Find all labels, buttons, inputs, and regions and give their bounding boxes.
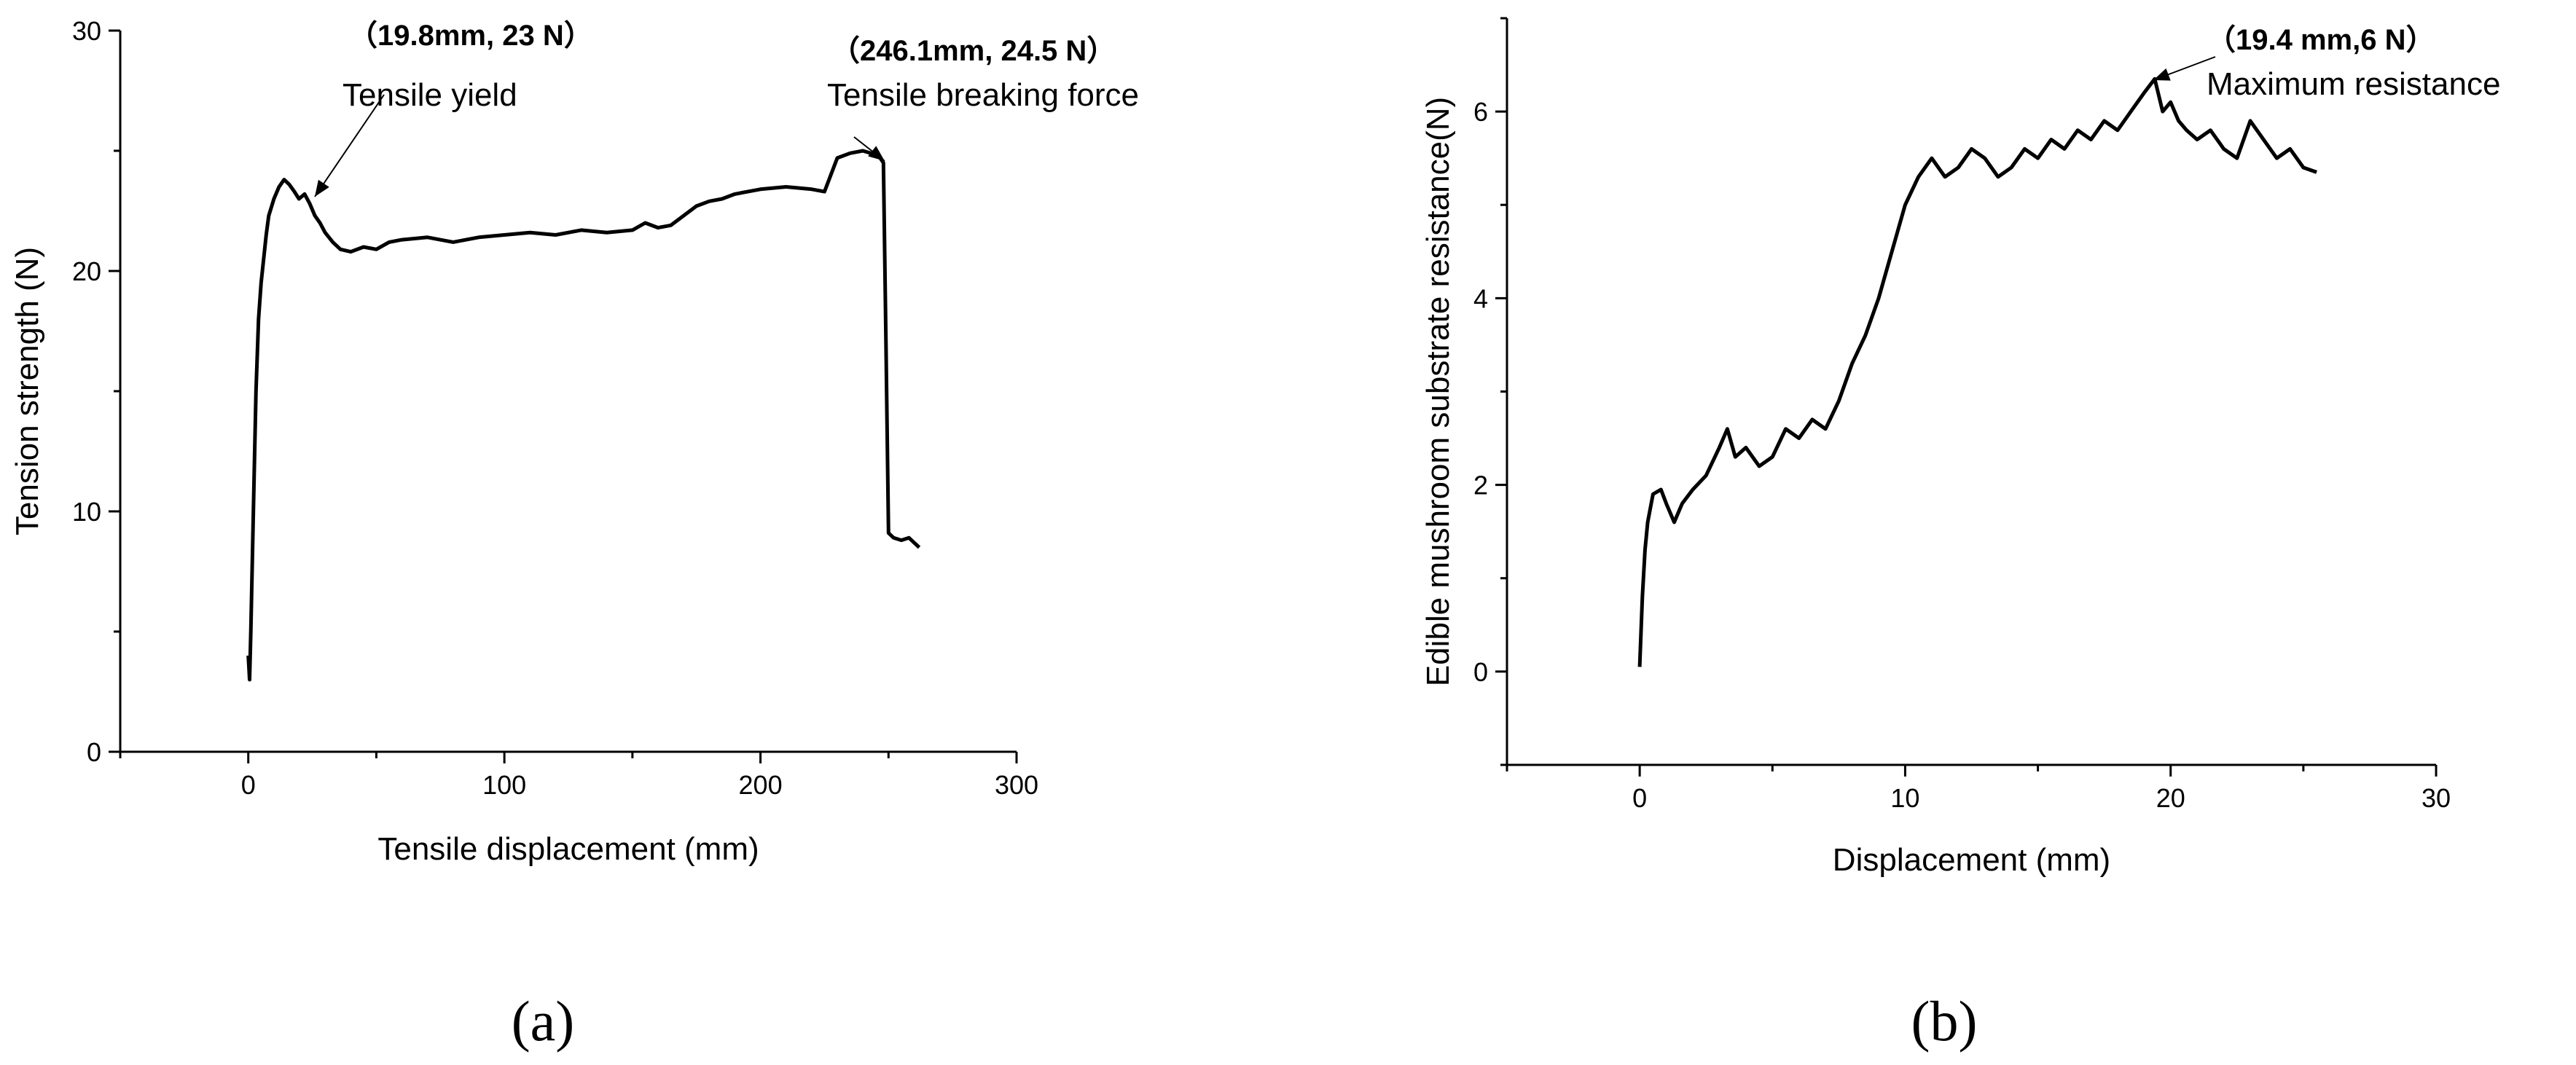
x-tick-label: 30	[2422, 783, 2451, 813]
x-tick-label: 200	[739, 770, 783, 800]
series-line	[1637, 76, 2317, 667]
panel-label: (a)	[512, 989, 575, 1053]
y-tick-label: 6	[1473, 97, 1488, 127]
annotation-value: （246.1mm, 24.5 N）	[831, 35, 1116, 67]
x-tick-label: 0	[1632, 783, 1647, 813]
x-tick-label: 20	[2156, 783, 2185, 813]
x-tick-label: 10	[1890, 783, 1919, 813]
x-tick-label: 0	[241, 770, 256, 800]
annotation-label: Tensile breaking force	[827, 77, 1139, 113]
x-axis-title: Tensile displacement (mm)	[377, 831, 759, 867]
y-tick-label: 30	[72, 16, 101, 46]
y-axis-title: Edible mushroom substrate resistance(N)	[1420, 97, 1456, 686]
y-axis-title: Tension strength (N)	[9, 247, 45, 535]
annotation-arrowhead	[2153, 68, 2171, 81]
annotation-arrowhead	[868, 146, 885, 161]
chart-panel-b: 0 2 4 6 0 10 20 30 Displacement (mm) Edible mushr…	[1420, 17, 2500, 1053]
y-tick-label: 0	[1473, 657, 1488, 687]
y-tick-label: 2	[1473, 471, 1488, 500]
panel-label: (b)	[1911, 989, 1978, 1053]
x-tick-label: 100	[482, 770, 526, 800]
annotation-value: （19.4 mm,6 N）	[2207, 24, 2435, 56]
y-tick-label: 0	[87, 737, 101, 767]
y-tick-label: 20	[72, 256, 101, 286]
x-tick-label: 300	[995, 770, 1038, 800]
series-line	[246, 149, 921, 682]
y-tick-label: 10	[72, 497, 101, 527]
annotation-arrow	[314, 94, 385, 197]
y-tick-label: 4	[1473, 283, 1488, 313]
annotation-arrowhead	[315, 179, 329, 197]
annotation-label: Tensile yield	[342, 77, 517, 113]
annotation-label: Maximum resistance	[2207, 66, 2500, 102]
annotation-value: （19.8mm, 23 N）	[348, 20, 593, 52]
x-axis-title: Displacement (mm)	[1833, 842, 2110, 878]
